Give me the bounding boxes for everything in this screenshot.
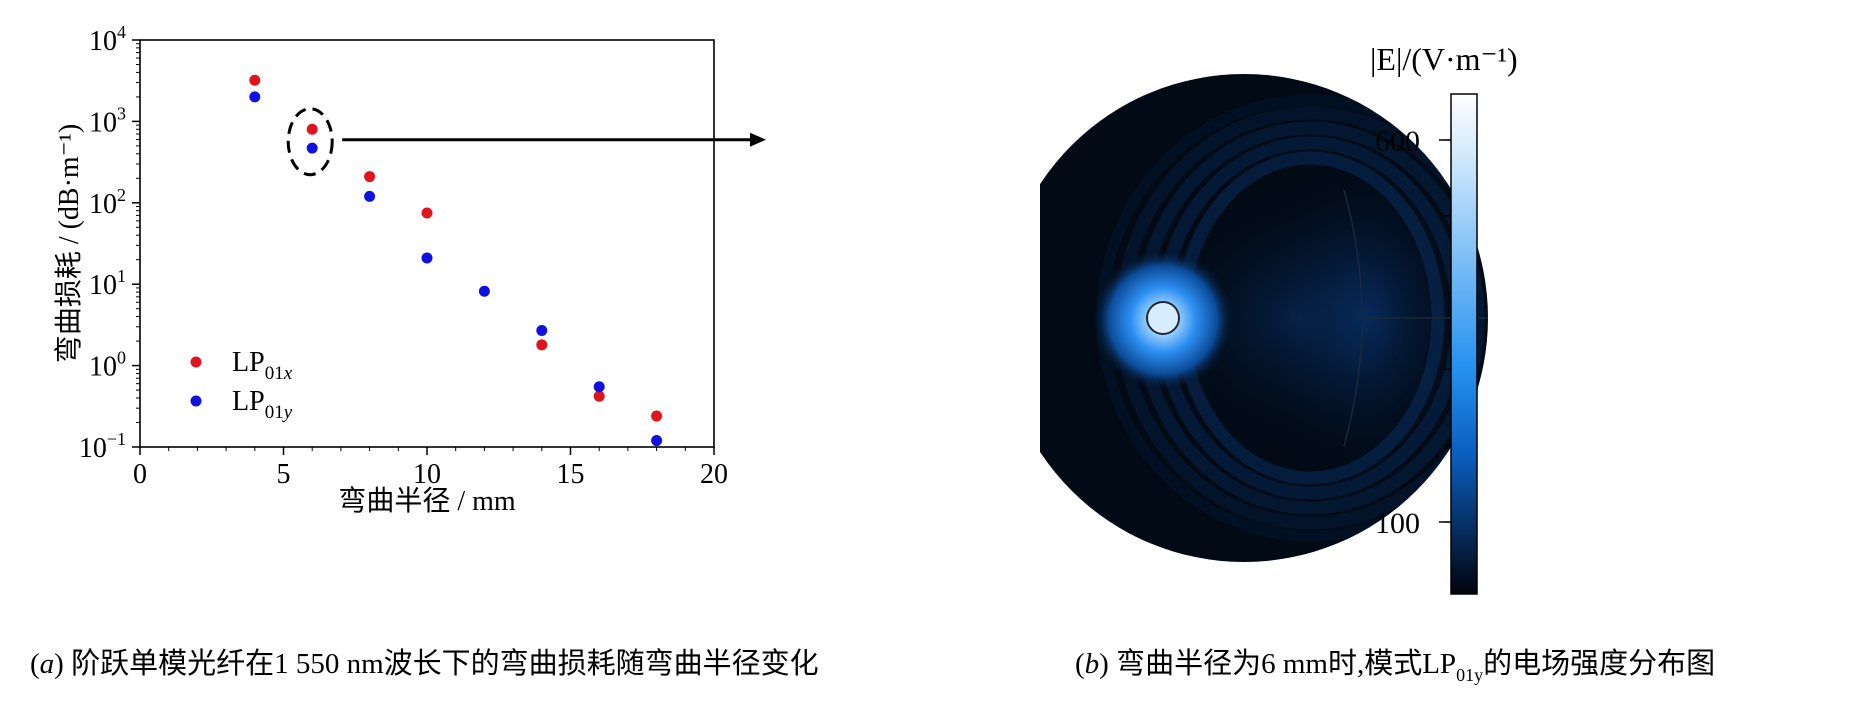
data-point-lp01y: [249, 91, 261, 103]
y-tick-label: 104: [89, 22, 126, 57]
colorbar-tick-label-600: 600: [1375, 125, 1420, 158]
x-tick-label: 20: [700, 459, 728, 490]
caption-b-text-end: 的电场强度分布图: [1483, 648, 1716, 680]
colorbar-title: |E|/(V·m⁻¹): [1370, 41, 1518, 77]
field-distribution-chart: |E|/(V·m⁻¹) 600 100: [1000, 0, 1858, 711]
data-point-lp01y: [478, 285, 490, 297]
y-tick-label: 10−1: [79, 429, 126, 464]
data-point-lp01x: [593, 390, 605, 402]
data-point-lp01x: [249, 74, 261, 86]
plot-frame: [139, 39, 715, 448]
y-tick-label: 101: [89, 266, 126, 301]
annotation-arrow-head: [750, 132, 766, 147]
data-point-lp01y: [421, 252, 433, 264]
data-point-lp01x: [536, 339, 548, 351]
legend-label-lp01x: LP01x: [232, 347, 293, 384]
caption-b: (b) 弯曲半径为6 mm时,模式LP01y的电场强度分布图: [1075, 648, 1716, 685]
data-point-lp01y: [593, 381, 605, 393]
data-point-lp01x: [651, 410, 663, 422]
data-point-lp01y: [536, 324, 548, 336]
caption-b-text: 弯曲半径为6 mm时,模式LP: [1116, 648, 1457, 680]
caption-b-label: b: [1084, 648, 1100, 680]
x-axis-label: 弯曲半径 / mm: [338, 485, 516, 517]
colorbar-tick-label-100: 100: [1375, 507, 1420, 540]
caption-b-subscript: 01y: [1456, 665, 1484, 685]
highlight-ellipse: [286, 107, 334, 177]
data-point-lp01x: [306, 123, 318, 135]
legend-label-lp01y: LP01y: [232, 386, 293, 423]
fiber-cross-section: [1000, 74, 1488, 562]
x-tick-label: 0: [133, 459, 147, 490]
caption-a-label: a: [39, 648, 55, 680]
y-tick-label: 100: [89, 348, 126, 383]
x-tick-label: 10: [413, 459, 441, 490]
caption-a: (a) 阶跃单模光纤在1 550 nm波长下的弯曲损耗随弯曲半径变化: [30, 648, 819, 680]
data-point-lp01y: [306, 142, 318, 154]
legend-marker-lp01y: [190, 395, 202, 407]
data-point-lp01x: [421, 207, 433, 219]
field-distribution-svg: |E|/(V·m⁻¹) 600 100: [1000, 41, 1518, 595]
data-point-lp01y: [651, 435, 663, 447]
y-tick-label: 103: [89, 103, 126, 138]
y-tick-label: 102: [89, 185, 126, 220]
x-tick-label: 15: [557, 459, 585, 490]
legend-marker-lp01x: [190, 356, 202, 368]
bend-loss-svg: 0 5 10 15 20 10−1 100 101 102 103 104 弯曲半径 / mm 弯曲损耗…: [53, 22, 766, 517]
bend-loss-chart: 0 5 10 15 20 10−1 100 101 102 103 104 弯曲半径 / mm 弯曲损耗…: [53, 22, 766, 517]
data-point-lp01y: [364, 190, 376, 202]
x-tick-label: 5: [277, 459, 291, 490]
y-axis-label: 弯曲损耗 / (dB·m⁻¹): [53, 124, 85, 363]
colorbar: |E|/(V·m⁻¹) 600 100: [1370, 41, 1518, 595]
data-point-lp01x: [364, 171, 376, 183]
colorbar-scale: [1450, 93, 1478, 595]
caption-a-text: 阶跃单模光纤在1 550 nm波长下的弯曲损耗随弯曲半径变化: [71, 648, 819, 680]
